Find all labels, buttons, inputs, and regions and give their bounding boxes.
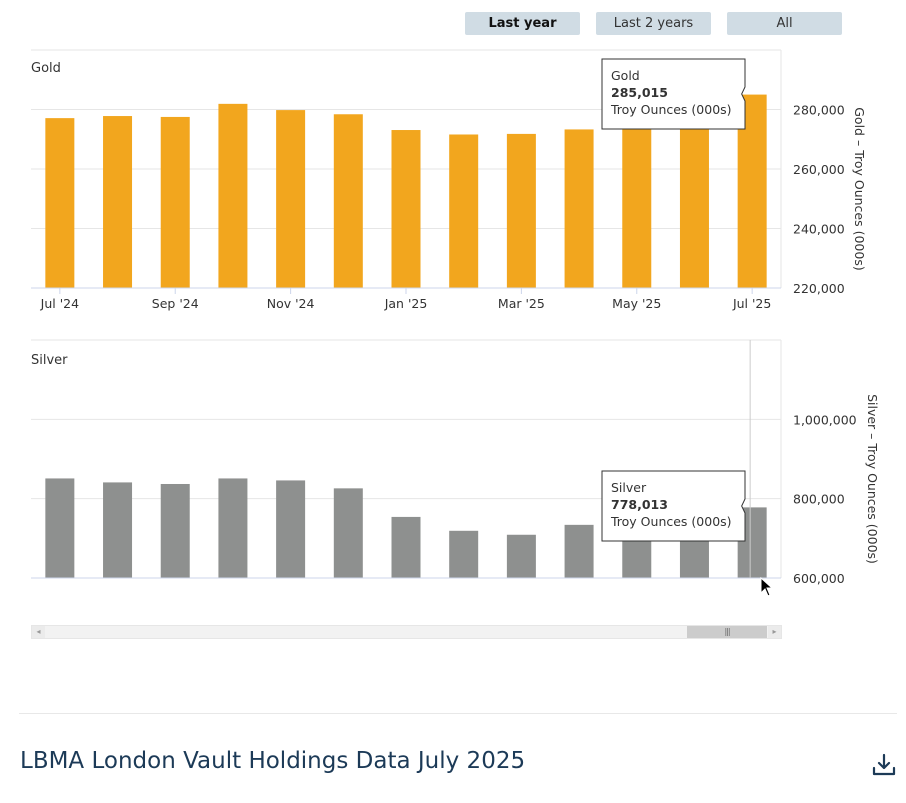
xtick-label: Mar '25 [498,296,545,311]
silver-bar [333,488,363,578]
gold-bar [506,133,536,288]
gold-bar [160,116,190,288]
gold-bar [679,116,709,288]
gold-axis-label: Gold – Troy Ounces (000s) [852,107,867,270]
silver-tooltip-box [601,470,746,542]
xtick-label: Sep '24 [152,296,199,311]
gold-ytick-label: 260,000 [793,162,845,177]
xtick-label: May '25 [612,296,661,311]
silver-bar [391,516,421,578]
section-divider [19,713,897,714]
range-last-year-button[interactable]: Last year [465,12,580,35]
arrow-right-icon[interactable]: ▸ [768,626,781,638]
gold-bar [103,116,133,288]
silver-bar [276,480,306,578]
download-icon[interactable] [871,752,897,778]
silver-panel-title: Silver [31,353,68,368]
silver-axis-label: Silver – Troy Ounces (000s) [865,394,880,564]
xtick-label: Nov '24 [267,296,315,311]
xtick-label: Jan '25 [384,296,428,311]
silver-tooltip-unit: Troy Ounces (000s) [610,514,732,529]
chart-scrollbar[interactable]: ◂ ||| ▸ [31,625,782,639]
range-all-button[interactable]: All [727,12,842,35]
silver-tooltip-value: 778,013 [611,497,668,512]
gold-bar [45,118,75,288]
gold-tooltip-value: 285,015 [611,85,668,100]
gold-tooltip-unit: Troy Ounces (000s) [610,102,732,117]
gold-bar [391,130,421,288]
gold-bar [449,134,479,288]
silver-bar [160,483,190,578]
silver-ytick-label: 1,000,000 [793,412,857,427]
vault-holdings-chart: 220,000 240,000 260,000 280,000 Gold Gold – T… [31,49,880,597]
silver-ytick-label: 600,000 [793,571,845,586]
silver-bar [449,530,479,578]
silver-bar [45,478,75,578]
page-title: LBMA London Vault Holdings Data July 202… [20,748,526,774]
silver-bar [103,482,133,578]
gold-bar [333,114,363,288]
gold-ytick-label: 280,000 [793,103,845,118]
gold-ytick-label: 240,000 [793,222,845,237]
range-last-2-years-button[interactable]: Last 2 years [596,12,711,35]
arrow-left-icon[interactable]: ◂ [32,626,45,638]
gold-bar [276,110,306,288]
gold-tooltip-box [601,58,746,130]
silver-ytick-label: 800,000 [793,492,845,507]
silver-bar [564,524,594,578]
scrollbar-thumb[interactable]: ||| [687,626,767,638]
mouse-cursor-icon [760,576,774,597]
silver-bar [218,478,248,578]
gold-tooltip-series: Gold [611,68,640,83]
gold-ytick-label: 220,000 [793,281,845,296]
gold-bar [564,129,594,288]
silver-bar [506,534,536,578]
gold-bar [622,121,652,289]
gold-bar [218,103,248,288]
gold-panel-title: Gold [31,61,61,76]
xtick-label: Jul '24 [40,296,79,311]
xtick-label: Jul '25 [732,296,771,311]
silver-tooltip-series: Silver [611,480,647,495]
grip-icon: ||| [724,627,730,636]
